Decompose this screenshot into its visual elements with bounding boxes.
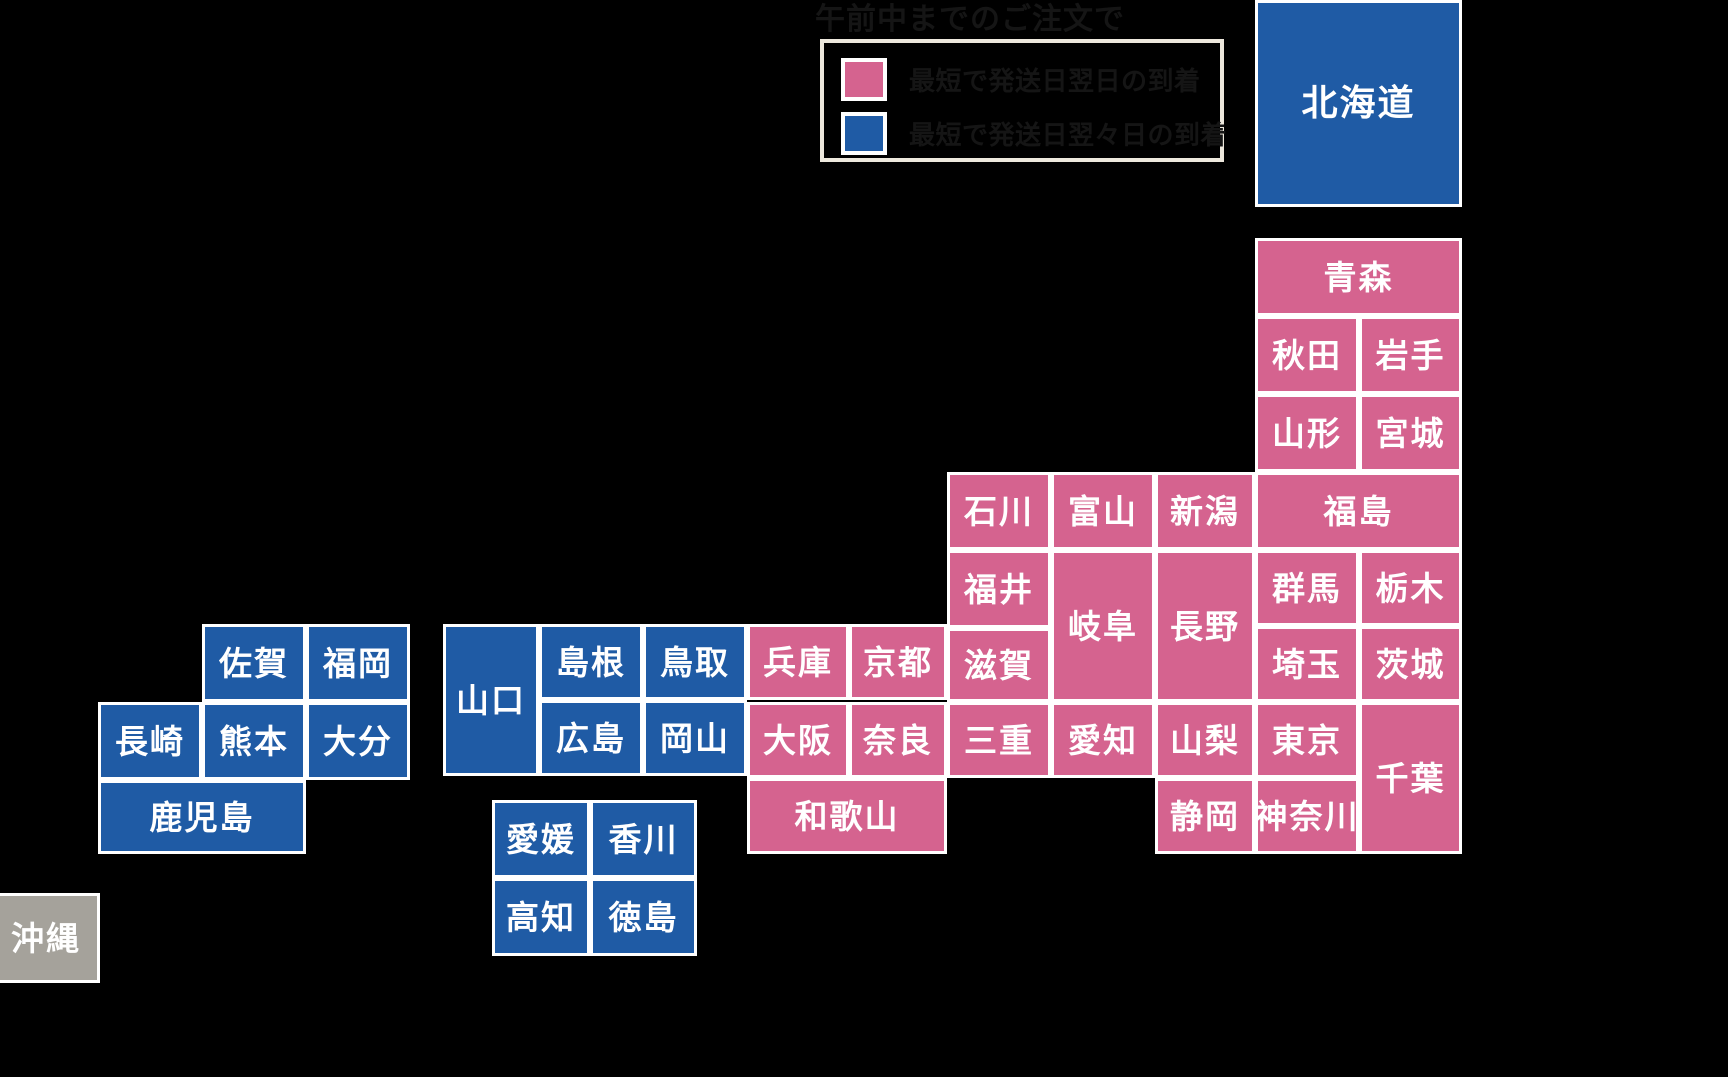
prefecture-cell[interactable]: 神奈川 bbox=[1255, 778, 1359, 854]
prefecture-cell[interactable]: 新潟 bbox=[1155, 472, 1255, 550]
prefecture-cell[interactable]: 大分 bbox=[306, 702, 410, 780]
prefecture-cell[interactable]: 岡山 bbox=[643, 700, 747, 776]
prefecture-cell[interactable]: 京都 bbox=[849, 624, 947, 700]
prefecture-cell[interactable]: 鳥取 bbox=[643, 624, 747, 700]
prefecture-cell[interactable]: 愛媛 bbox=[492, 800, 590, 878]
prefecture-cell[interactable]: 群馬 bbox=[1255, 550, 1359, 626]
prefecture-cell[interactable]: 石川 bbox=[947, 472, 1051, 550]
prefecture-cell[interactable]: 奈良 bbox=[849, 702, 947, 778]
prefecture-cell[interactable]: 北海道 bbox=[1255, 0, 1462, 207]
prefecture-cell[interactable]: 高知 bbox=[492, 878, 590, 956]
prefecture-cell[interactable]: 長崎 bbox=[98, 702, 202, 780]
prefecture-cell[interactable]: 埼玉 bbox=[1255, 626, 1359, 702]
prefecture-cell[interactable]: 山梨 bbox=[1155, 702, 1255, 778]
prefecture-cell[interactable]: 山口 bbox=[443, 624, 539, 776]
prefecture-cell[interactable]: 福井 bbox=[947, 550, 1051, 628]
prefecture-cell[interactable]: 静岡 bbox=[1155, 778, 1255, 854]
legend-item-two-day: 最短で発送日翌々日の到着 bbox=[841, 112, 1227, 155]
legend-label-next-day: 最短で発送日翌日の到着 bbox=[909, 67, 1201, 97]
prefecture-cell[interactable]: 千葉 bbox=[1359, 702, 1462, 854]
prefecture-cell[interactable]: 島根 bbox=[539, 624, 643, 700]
prefecture-cell[interactable]: 富山 bbox=[1051, 472, 1155, 550]
prefecture-cell[interactable]: 山形 bbox=[1255, 394, 1359, 472]
prefecture-cell[interactable]: 長野 bbox=[1155, 550, 1255, 702]
prefecture-cell[interactable]: 大阪 bbox=[747, 702, 849, 778]
prefecture-cell[interactable]: 青森 bbox=[1255, 238, 1462, 316]
prefecture-cell[interactable]: 岩手 bbox=[1359, 316, 1462, 394]
prefecture-cell[interactable]: 福岡 bbox=[306, 624, 410, 702]
prefecture-cell[interactable]: 熊本 bbox=[202, 702, 306, 780]
prefecture-cell[interactable]: 沖縄 bbox=[0, 893, 100, 983]
legend-label-two-day: 最短で発送日翌々日の到着 bbox=[909, 121, 1228, 151]
prefecture-cell[interactable]: 栃木 bbox=[1359, 550, 1462, 626]
prefecture-cell[interactable]: 三重 bbox=[947, 702, 1051, 778]
legend-swatch-pink bbox=[841, 58, 887, 101]
prefecture-cell[interactable]: 岐阜 bbox=[1051, 550, 1155, 702]
prefecture-cell[interactable]: 宮城 bbox=[1359, 394, 1462, 472]
prefecture-cell[interactable]: 東京 bbox=[1255, 702, 1359, 778]
legend-swatch-blue bbox=[841, 112, 887, 155]
legend-item-next-day: 最短で発送日翌日の到着 bbox=[841, 58, 1201, 101]
prefecture-cell[interactable]: 広島 bbox=[539, 700, 643, 776]
prefecture-cell[interactable]: 秋田 bbox=[1255, 316, 1359, 394]
prefecture-cell[interactable]: 鹿児島 bbox=[98, 780, 306, 854]
prefecture-cell[interactable]: 香川 bbox=[590, 800, 697, 878]
prefecture-cell[interactable]: 徳島 bbox=[590, 878, 697, 956]
prefecture-cell[interactable]: 滋賀 bbox=[947, 628, 1051, 702]
prefecture-cell[interactable]: 兵庫 bbox=[747, 624, 849, 700]
prefecture-cell[interactable]: 福島 bbox=[1255, 472, 1462, 550]
legend-heading: 午前中までのご注文で bbox=[815, 2, 1125, 37]
prefecture-cell[interactable]: 佐賀 bbox=[202, 624, 306, 702]
prefecture-cell[interactable]: 愛知 bbox=[1051, 702, 1155, 778]
legend-box: 最短で発送日翌日の到着 最短で発送日翌々日の到着 bbox=[820, 39, 1227, 162]
prefecture-cell[interactable]: 茨城 bbox=[1359, 626, 1462, 702]
prefecture-cell[interactable]: 和歌山 bbox=[747, 778, 947, 854]
